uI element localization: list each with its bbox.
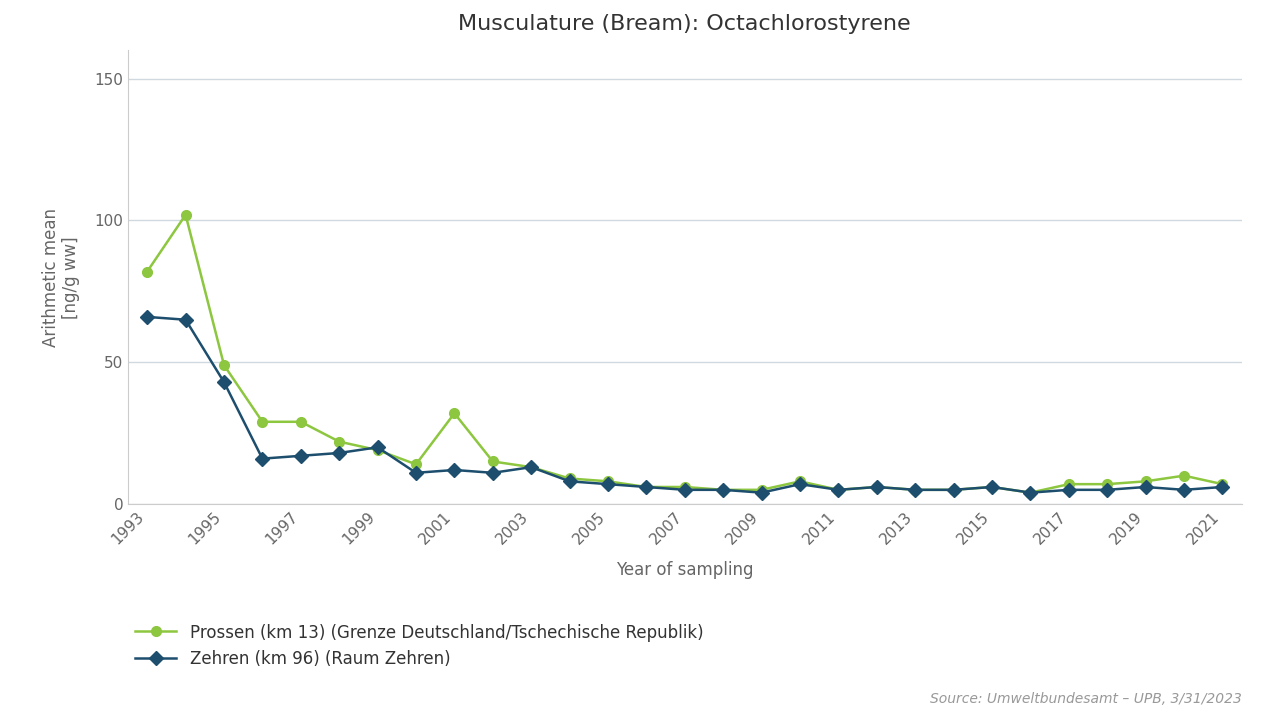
Zehren (km 96) (Raum Zehren)	[677, 485, 692, 494]
Zehren (km 96) (Raum Zehren)	[524, 463, 539, 472]
Line: Zehren (km 96) (Raum Zehren): Zehren (km 96) (Raum Zehren)	[142, 312, 1228, 498]
Prossen (km 13) (Grenze Deutschland/Tschechische Republik)	[1215, 480, 1230, 488]
Zehren (km 96) (Raum Zehren)	[869, 482, 884, 491]
Zehren (km 96) (Raum Zehren)	[754, 488, 769, 497]
Prossen (km 13) (Grenze Deutschland/Tschechische Republik)	[370, 446, 385, 454]
Zehren (km 96) (Raum Zehren)	[408, 469, 424, 477]
Prossen (km 13) (Grenze Deutschland/Tschechische Republik)	[332, 437, 347, 446]
Title: Musculature (Bream): Octachlorostyrene: Musculature (Bream): Octachlorostyrene	[458, 14, 911, 34]
Prossen (km 13) (Grenze Deutschland/Tschechische Republik)	[677, 482, 692, 491]
Zehren (km 96) (Raum Zehren)	[255, 454, 270, 463]
Prossen (km 13) (Grenze Deutschland/Tschechische Republik)	[1138, 477, 1153, 486]
Prossen (km 13) (Grenze Deutschland/Tschechische Republik)	[984, 482, 1000, 491]
Prossen (km 13) (Grenze Deutschland/Tschechische Republik)	[293, 418, 308, 426]
Prossen (km 13) (Grenze Deutschland/Tschechische Republik)	[1023, 488, 1038, 497]
Prossen (km 13) (Grenze Deutschland/Tschechische Republik)	[600, 477, 616, 486]
Zehren (km 96) (Raum Zehren)	[485, 469, 500, 477]
Zehren (km 96) (Raum Zehren)	[1176, 485, 1192, 494]
Prossen (km 13) (Grenze Deutschland/Tschechische Republik)	[447, 409, 462, 418]
Prossen (km 13) (Grenze Deutschland/Tschechische Republik)	[754, 485, 769, 494]
Zehren (km 96) (Raum Zehren)	[447, 466, 462, 474]
Zehren (km 96) (Raum Zehren)	[639, 482, 654, 491]
X-axis label: Year of sampling: Year of sampling	[616, 561, 754, 579]
Prossen (km 13) (Grenze Deutschland/Tschechische Republik)	[485, 457, 500, 466]
Zehren (km 96) (Raum Zehren)	[1061, 485, 1076, 494]
Prossen (km 13) (Grenze Deutschland/Tschechische Republik)	[562, 474, 577, 483]
Zehren (km 96) (Raum Zehren)	[293, 451, 308, 460]
Zehren (km 96) (Raum Zehren)	[716, 485, 731, 494]
Prossen (km 13) (Grenze Deutschland/Tschechische Republik)	[216, 361, 232, 369]
Prossen (km 13) (Grenze Deutschland/Tschechische Republik)	[524, 463, 539, 472]
Zehren (km 96) (Raum Zehren)	[1100, 485, 1115, 494]
Zehren (km 96) (Raum Zehren)	[908, 485, 923, 494]
Zehren (km 96) (Raum Zehren)	[1138, 482, 1153, 491]
Prossen (km 13) (Grenze Deutschland/Tschechische Republik)	[831, 485, 846, 494]
Prossen (km 13) (Grenze Deutschland/Tschechische Republik)	[908, 485, 923, 494]
Prossen (km 13) (Grenze Deutschland/Tschechische Republik)	[1100, 480, 1115, 488]
Text: Source: Umweltbundesamt – UPB, 3/31/2023: Source: Umweltbundesamt – UPB, 3/31/2023	[929, 692, 1242, 706]
Prossen (km 13) (Grenze Deutschland/Tschechische Republik)	[946, 485, 961, 494]
Y-axis label: Arithmetic mean
[ng/g ww]: Arithmetic mean [ng/g ww]	[41, 207, 81, 347]
Legend: Prossen (km 13) (Grenze Deutschland/Tschechische Republik), Zehren (km 96) (Raum: Prossen (km 13) (Grenze Deutschland/Tsch…	[128, 618, 710, 675]
Prossen (km 13) (Grenze Deutschland/Tschechische Republik)	[792, 477, 808, 486]
Zehren (km 96) (Raum Zehren)	[216, 378, 232, 387]
Zehren (km 96) (Raum Zehren)	[1215, 482, 1230, 491]
Zehren (km 96) (Raum Zehren)	[984, 482, 1000, 491]
Zehren (km 96) (Raum Zehren)	[792, 480, 808, 488]
Zehren (km 96) (Raum Zehren)	[946, 485, 961, 494]
Prossen (km 13) (Grenze Deutschland/Tschechische Republik)	[140, 267, 155, 276]
Prossen (km 13) (Grenze Deutschland/Tschechische Republik)	[255, 418, 270, 426]
Zehren (km 96) (Raum Zehren)	[332, 449, 347, 457]
Prossen (km 13) (Grenze Deutschland/Tschechische Republik)	[869, 482, 884, 491]
Zehren (km 96) (Raum Zehren)	[562, 477, 577, 486]
Zehren (km 96) (Raum Zehren)	[370, 443, 385, 451]
Zehren (km 96) (Raum Zehren)	[600, 480, 616, 488]
Zehren (km 96) (Raum Zehren)	[1023, 488, 1038, 497]
Zehren (km 96) (Raum Zehren)	[140, 312, 155, 321]
Zehren (km 96) (Raum Zehren)	[178, 315, 193, 324]
Prossen (km 13) (Grenze Deutschland/Tschechische Republik)	[639, 482, 654, 491]
Line: Prossen (km 13) (Grenze Deutschland/Tschechische Republik): Prossen (km 13) (Grenze Deutschland/Tsch…	[142, 210, 1228, 498]
Prossen (km 13) (Grenze Deutschland/Tschechische Republik)	[716, 485, 731, 494]
Prossen (km 13) (Grenze Deutschland/Tschechische Republik)	[1176, 472, 1192, 480]
Prossen (km 13) (Grenze Deutschland/Tschechische Republik)	[408, 460, 424, 469]
Zehren (km 96) (Raum Zehren)	[831, 485, 846, 494]
Prossen (km 13) (Grenze Deutschland/Tschechische Republik)	[178, 210, 193, 219]
Prossen (km 13) (Grenze Deutschland/Tschechische Republik)	[1061, 480, 1076, 488]
